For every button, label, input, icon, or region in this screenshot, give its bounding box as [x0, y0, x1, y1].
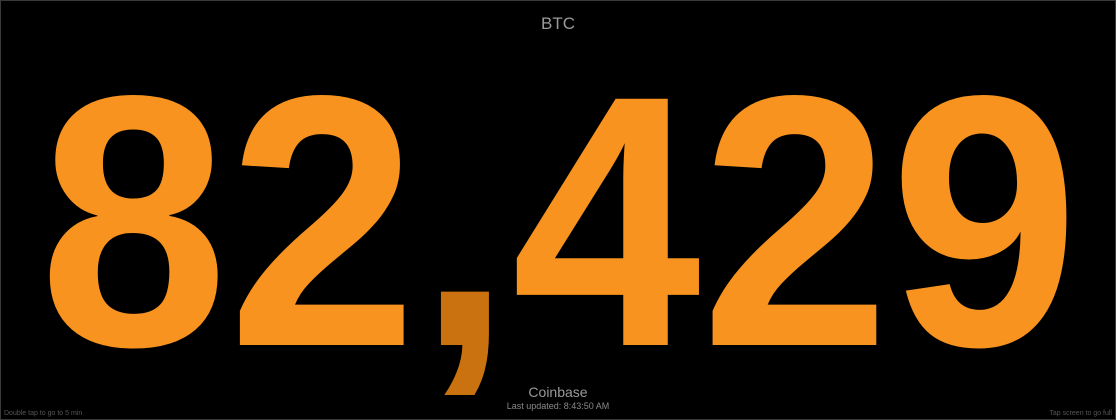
price-digits-units: 429	[512, 35, 1079, 395]
price-digits-thousands: 82	[39, 35, 417, 395]
ticker-symbol: BTC	[541, 14, 575, 33]
footer-hint-left: Double tap to go to 5 min	[4, 410, 83, 417]
price-source: Coinbase	[528, 384, 588, 400]
price-separator: ,	[417, 35, 511, 395]
last-updated: Last updated: 8:43:50 AM	[506, 401, 610, 411]
footer-hint-right: Tap screen to go full	[1049, 410, 1112, 417]
price-integer-part: 82,429	[39, 35, 1079, 395]
price-readout: 82,429	[39, 35, 1079, 395]
